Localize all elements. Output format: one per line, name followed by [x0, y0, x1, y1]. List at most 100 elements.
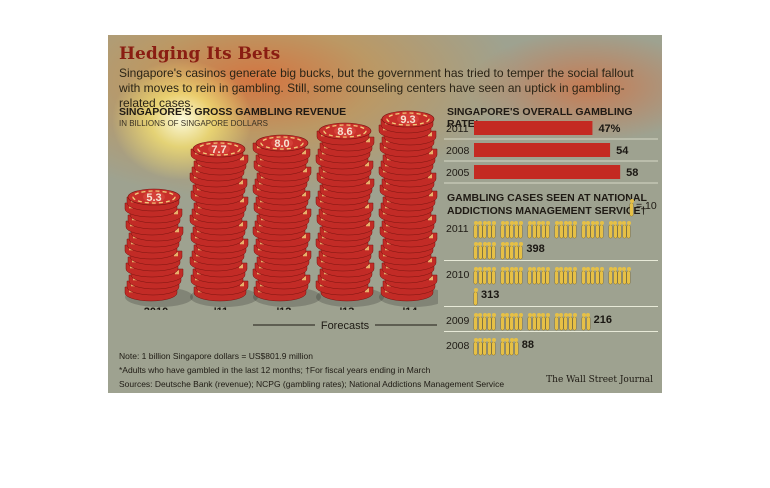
row-divider — [444, 331, 658, 332]
person-icon — [500, 267, 505, 284]
person-icon — [478, 313, 483, 330]
person-icon — [491, 313, 496, 330]
person-icon — [473, 221, 478, 238]
cases-value-label: 88 — [521, 339, 535, 351]
sources-line: Sources: Deutsche Bank (revenue); NCPG (… — [119, 379, 505, 389]
person-icon — [568, 267, 573, 284]
cases-value-label: 313 — [481, 289, 500, 301]
person-icon — [541, 267, 546, 284]
person-icon — [500, 338, 505, 355]
chip-stack — [252, 134, 321, 307]
person-icon — [482, 242, 487, 259]
chip-stack — [189, 140, 258, 307]
person-icon — [559, 267, 564, 284]
person-icon — [541, 221, 546, 238]
cases-year-label: 2009 — [446, 315, 470, 327]
cases-chart-title-line1: GAMBLING CASES SEEN AT NATIONAL — [447, 192, 647, 204]
person-icon — [473, 242, 478, 259]
cases-chart-title-line2: ADDICTIONS MANAGEMENT SERVICE† — [447, 205, 647, 217]
person-icon — [581, 267, 586, 284]
person-icon — [482, 313, 487, 330]
person-icon — [487, 313, 492, 330]
person-icon — [572, 267, 577, 284]
person-icon — [608, 221, 613, 238]
person-icon — [622, 221, 627, 238]
person-icon — [514, 313, 519, 330]
person-icon — [536, 221, 541, 238]
person-icon — [509, 267, 514, 284]
person-icon — [572, 221, 577, 238]
person-icon — [595, 221, 600, 238]
person-icon — [527, 313, 532, 330]
revenue-chip-chart: 5.3 2010 7.7 '11 8.0 '12 8.6 '13 9.3 '14 — [124, 110, 438, 310]
person-icon — [487, 242, 492, 259]
person-icon — [509, 221, 514, 238]
person-icon — [586, 313, 591, 330]
year-tick-label: '11 — [214, 306, 228, 310]
chip-value-label: 5.3 — [146, 192, 161, 204]
person-icon — [482, 221, 487, 238]
forecast-label: Forecasts — [321, 320, 370, 332]
person-icon — [514, 267, 519, 284]
person-icon — [559, 221, 564, 238]
person-icon — [473, 313, 478, 330]
person-icon — [527, 267, 532, 284]
person-icon — [532, 221, 537, 238]
rate-value-label: 47% — [598, 123, 620, 135]
chip-stack — [315, 122, 384, 307]
person-icon — [545, 267, 550, 284]
person-icon — [572, 313, 577, 330]
person-icon — [509, 242, 514, 259]
person-icon — [586, 221, 591, 238]
infographic-panel: Hedging Its Bets Singapore's casinos gen… — [108, 35, 662, 393]
rate-year-label: 2005 — [446, 167, 470, 179]
person-icon — [617, 221, 622, 238]
person-icon — [613, 267, 618, 284]
person-icon — [500, 313, 505, 330]
person-icon — [514, 242, 519, 259]
year-tick-label: '14 — [403, 306, 419, 310]
person-icon — [473, 338, 478, 355]
footnote-definitions: *Adults who have gambled in the last 12 … — [119, 365, 431, 375]
chip-value-label: 8.0 — [274, 138, 289, 150]
person-icon — [473, 288, 478, 305]
person-icon — [500, 242, 505, 259]
chip-value-label: 9.3 — [400, 114, 415, 126]
person-icon — [532, 267, 537, 284]
page-title: Hedging Its Bets — [119, 44, 281, 64]
row-divider — [444, 260, 658, 261]
person-icon — [505, 313, 510, 330]
person-icon — [581, 221, 586, 238]
person-icon — [536, 313, 541, 330]
cases-value-label: 216 — [593, 314, 612, 326]
person-icon — [586, 267, 591, 284]
person-icon — [613, 221, 618, 238]
cases-year-label: 2008 — [446, 340, 470, 352]
person-icon — [532, 313, 537, 330]
chip-value-label: 8.6 — [337, 126, 352, 138]
person-icon — [554, 267, 559, 284]
cases-value-label: 398 — [526, 243, 545, 255]
person-icon — [590, 221, 595, 238]
person-icon — [626, 221, 631, 238]
person-icon — [518, 242, 523, 259]
rate-chart-title: SINGAPORE'S OVERALL GAMBLING RATE* — [447, 106, 633, 130]
person-icon — [487, 221, 492, 238]
cases-pictogram-chart: 2011 398 2010 313 2009 216 2008 88 — [444, 217, 662, 357]
rate-bar — [474, 121, 593, 135]
person-icon — [509, 313, 514, 330]
person-icon — [514, 338, 519, 355]
person-icon — [478, 338, 483, 355]
person-icon — [478, 267, 483, 284]
cases-year-label: 2011 — [446, 223, 469, 235]
person-icon — [482, 338, 487, 355]
rate-bar — [474, 143, 611, 157]
publisher-credit: The Wall Street Journal — [546, 375, 653, 385]
person-icon — [626, 267, 631, 284]
person-icon — [491, 242, 496, 259]
rate-year-label: 2008 — [446, 145, 470, 157]
person-icon — [599, 267, 604, 284]
row-divider — [444, 306, 658, 307]
person-icon — [491, 338, 496, 355]
chip-stack — [124, 188, 193, 307]
